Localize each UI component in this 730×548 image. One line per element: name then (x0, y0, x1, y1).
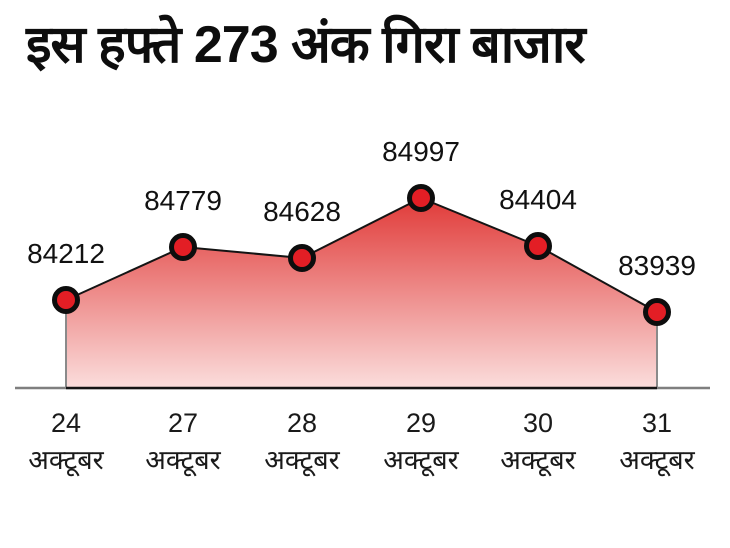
x-axis-label: 24 अक्टूबर (28, 406, 103, 480)
data-point-marker (288, 244, 316, 272)
data-point-value: 84212 (27, 238, 105, 269)
x-axis-day: 31 (641, 408, 673, 438)
x-axis-day: 24 (50, 408, 82, 438)
chart-title: इस हफ्ते 273 अंक गिरा बाजार (26, 16, 586, 74)
data-point-marker (52, 286, 80, 314)
data-point-marker (407, 184, 435, 212)
x-axis-label: 30 अक्टूबर (500, 406, 575, 480)
data-point-marker (169, 233, 197, 261)
x-axis-month: अक्टूबर (383, 445, 459, 475)
x-axis-month: अक्टूबर (619, 445, 695, 475)
x-axis-month: अक्टूबर (500, 445, 576, 475)
data-point-value: 84404 (499, 184, 577, 215)
chart-area-fill (66, 198, 657, 388)
x-axis-label: 29 अक्टूबर (383, 406, 458, 480)
x-axis-label: 31 अक्टूबर (619, 406, 694, 480)
data-point-value: 84779 (144, 185, 222, 216)
data-point-value: 83939 (618, 250, 696, 281)
x-axis-month: अक्टूबर (264, 445, 340, 475)
x-axis-day: 30 (522, 408, 554, 438)
chart-line (65, 197, 658, 313)
x-axis-day: 27 (167, 408, 199, 438)
data-point-marker (643, 298, 671, 326)
x-axis-day: 28 (286, 408, 318, 438)
data-point-value: 84997 (382, 136, 460, 167)
x-axis-month: अक्टूबर (145, 445, 221, 475)
x-axis-month: अक्टूबर (28, 445, 104, 475)
x-axis-label: 27 अक्टूबर (145, 406, 220, 480)
data-point-marker (524, 232, 552, 260)
data-point-value: 84628 (263, 196, 341, 227)
x-axis-day: 29 (405, 408, 437, 438)
x-axis-label: 28 अक्टूबर (264, 406, 339, 480)
